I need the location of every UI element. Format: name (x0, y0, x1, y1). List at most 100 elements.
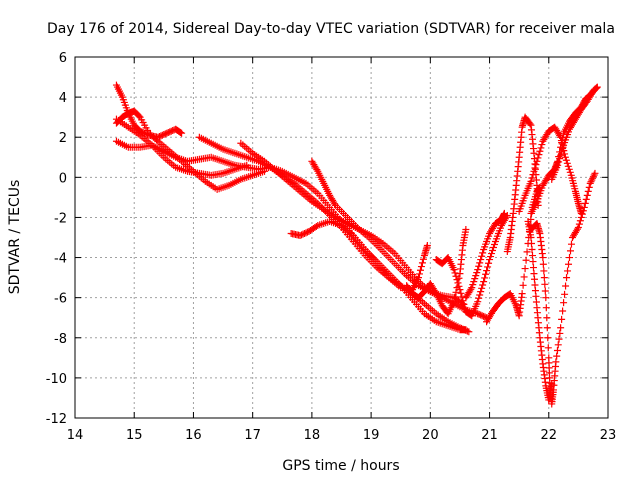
y-tick-label: -2 (54, 211, 67, 226)
x-tick-label: 17 (244, 428, 261, 443)
data-point (468, 284, 476, 292)
data-point (490, 244, 498, 252)
data-point (542, 294, 550, 302)
data-point (475, 310, 483, 318)
data-point (456, 286, 464, 294)
data-point (135, 112, 143, 120)
data-point (593, 83, 601, 91)
data-point (529, 264, 537, 272)
series-track-18 (548, 83, 601, 183)
data-point (539, 260, 547, 268)
y-tick-label: 2 (59, 131, 67, 146)
series-track-15 (527, 169, 599, 408)
y-tick-label: -4 (54, 252, 67, 267)
data-point (453, 276, 461, 284)
data-point (580, 203, 588, 211)
data-point (581, 199, 589, 207)
data-point (578, 210, 586, 218)
x-tick-label: 15 (126, 428, 143, 443)
data-point (450, 266, 458, 274)
data-point (478, 284, 486, 292)
data-point (579, 207, 587, 215)
data-point (591, 169, 599, 177)
data-series (112, 81, 601, 408)
data-point (177, 129, 185, 137)
data-point (573, 225, 581, 233)
data-point (476, 259, 484, 267)
data-point (475, 262, 483, 270)
data-point (548, 380, 556, 388)
data-point (528, 240, 536, 248)
data-point (589, 174, 597, 182)
x-axis-label: GPS time / hours (282, 458, 399, 474)
data-point (481, 274, 489, 282)
data-point (544, 334, 552, 342)
data-point (461, 304, 469, 312)
data-point (485, 259, 493, 267)
data-point (556, 329, 564, 337)
data-point (563, 159, 571, 167)
data-point (490, 241, 498, 249)
data-point (534, 154, 542, 162)
y-tick-label: 0 (59, 171, 67, 186)
data-point (521, 265, 529, 273)
data-point (155, 133, 163, 141)
data-point (483, 267, 491, 275)
data-point (470, 278, 478, 286)
data-point (178, 129, 186, 137)
data-point (455, 282, 463, 290)
data-point (526, 120, 534, 128)
data-point (537, 144, 545, 152)
data-point (157, 132, 165, 140)
data-point (452, 272, 460, 280)
data-point (528, 252, 536, 260)
series-track-3 (112, 107, 269, 193)
data-point (418, 259, 426, 267)
data-point (558, 148, 566, 156)
data-point (161, 130, 169, 138)
data-point (527, 234, 535, 241)
data-point (518, 290, 526, 298)
y-tick-label: -10 (46, 372, 67, 387)
data-point (423, 242, 431, 250)
data-point (302, 229, 310, 237)
y-tick-label: -12 (46, 412, 67, 427)
data-point (519, 281, 527, 289)
y-tick-label: -8 (54, 332, 67, 347)
data-point (540, 274, 548, 282)
data-point (588, 176, 596, 184)
data-point (460, 326, 468, 334)
data-point (539, 254, 547, 262)
data-point (478, 252, 486, 260)
data-point (454, 279, 462, 287)
data-point (562, 156, 570, 164)
data-point (586, 179, 594, 187)
data-point (564, 162, 572, 170)
data-point (553, 352, 561, 360)
data-point (540, 267, 548, 275)
data-point (593, 84, 601, 92)
data-point (167, 127, 175, 135)
data-point (166, 128, 174, 136)
data-point (544, 344, 552, 352)
data-point (331, 200, 339, 208)
data-point (479, 249, 487, 257)
series-track-13 (503, 113, 542, 256)
data-point (477, 311, 485, 319)
x-tick-label: 23 (600, 428, 617, 443)
x-tick-label: 22 (541, 428, 558, 443)
data-point (417, 263, 425, 271)
data-point (458, 293, 466, 301)
data-point (463, 327, 471, 335)
data-point (469, 281, 477, 289)
data-point (456, 324, 464, 332)
data-point (303, 228, 311, 236)
data-point (478, 312, 486, 320)
data-point (583, 191, 591, 199)
data-point (531, 164, 539, 172)
data-point (457, 324, 465, 332)
data-point (457, 289, 465, 297)
data-point (529, 171, 537, 179)
data-point (158, 131, 166, 139)
data-point (489, 247, 497, 255)
